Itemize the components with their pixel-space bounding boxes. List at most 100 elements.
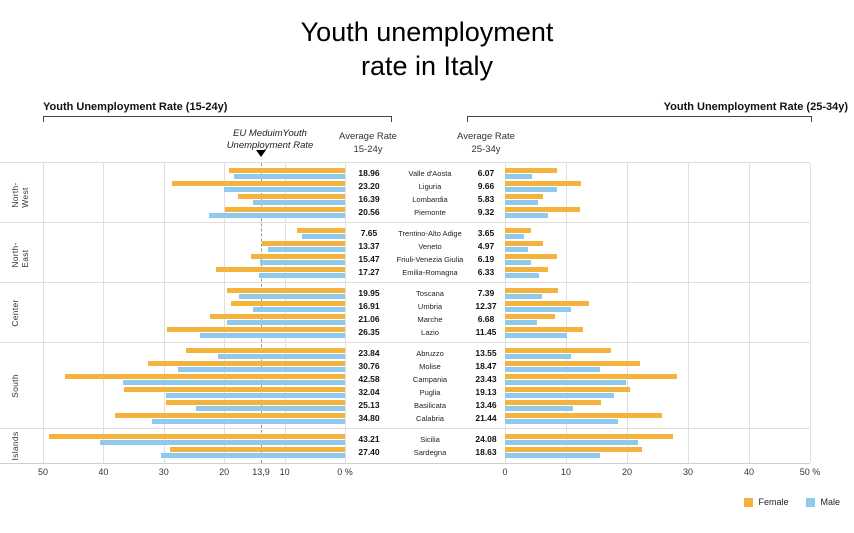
gridline [810, 163, 811, 463]
bar-male-15-24y [178, 366, 345, 372]
axis-tick-label: 50 % [799, 467, 821, 477]
plot-cell-15-24 [43, 433, 345, 446]
region-label: Piemonte [414, 207, 446, 217]
region-label: Basilicata [413, 400, 447, 410]
gridline [505, 163, 506, 463]
row-spacer [0, 326, 43, 339]
region-row: 30.76 Molise 18.47 [0, 360, 810, 373]
axis-tick-label: 30 [682, 467, 693, 477]
plot-cell-25-34 [505, 433, 810, 446]
region-row: 16.91 Umbria 12.37 [0, 300, 810, 313]
gridline [163, 163, 165, 463]
bar-female-25-34y [505, 326, 584, 332]
plot-cell-15-24 [43, 386, 345, 399]
axis-tick-label: 20 [219, 467, 230, 477]
bar-male-25-34y [505, 366, 600, 372]
gridlines-layer [0, 163, 811, 463]
bar-female-25-34y [505, 240, 543, 246]
chart-title: Youth unemployment rate in Italy [0, 16, 854, 84]
gridline [103, 163, 105, 463]
plot-cell-25-34 [505, 360, 810, 373]
avg-15-24-value: 26.35 [358, 326, 380, 337]
plot-cell-15-24 [43, 287, 345, 300]
panel-bracket-right [467, 116, 812, 122]
bar-male-15-24y [100, 439, 345, 445]
eu-average-line [261, 163, 263, 463]
gridline [284, 163, 286, 463]
avg-15-24-value: 32.04 [358, 386, 380, 397]
row-spacer [0, 433, 43, 446]
bar-male-15-24y [151, 418, 345, 424]
plot-cell-25-34 [505, 347, 810, 360]
bar-female-15-24y [225, 206, 345, 212]
plot-cell-25-34 [505, 373, 810, 386]
region-label: Lazio [421, 327, 439, 337]
bar-female-25-34y [505, 227, 531, 233]
avg-25-34-value: 6.68 [477, 313, 495, 324]
bar-female-15-24y [185, 347, 345, 353]
bar-female-15-24y [148, 360, 345, 366]
avg-25-34-value: 18.47 [475, 360, 497, 371]
avg-15-24-value: 23.20 [358, 180, 380, 191]
bar-male-15-24y [224, 186, 345, 192]
male-swatch-icon [806, 497, 816, 507]
bar-male-25-34y [505, 332, 567, 338]
axis-tick-label: 20 [621, 467, 632, 477]
chart-title-line2: rate in Italy [360, 50, 494, 81]
avg-15-24-value: 13.37 [358, 240, 380, 251]
bar-male-15-24y [239, 293, 345, 299]
bar-male-25-34y [505, 452, 600, 458]
region-row: 16.39 Lombardia 5.83 [0, 193, 810, 206]
plot-cell-25-34 [505, 240, 810, 253]
plot-cell-25-34 [505, 180, 810, 193]
gridline [345, 163, 346, 463]
avg-15-24-value: 30.76 [358, 360, 380, 371]
bar-female-15-24y [250, 253, 345, 259]
bar-female-25-34y [505, 253, 557, 259]
region-row: 18.96 Valle d'Aosta 6.07 [0, 167, 810, 180]
avg-25-34-value: 13.55 [475, 347, 497, 358]
bar-male-15-24y [226, 319, 345, 325]
bar-male-15-24y [252, 199, 345, 205]
bar-female-25-34y [505, 360, 641, 366]
bar-male-25-34y [505, 418, 618, 424]
avg-header-15-line1: Average Rate [339, 131, 397, 142]
bar-male-25-34y [505, 186, 557, 192]
region-row: 43.21 Sicilia 24.08 [0, 433, 810, 446]
region-label: Valle d'Aosta [408, 168, 452, 178]
avg-15-24-value: 19.95 [358, 287, 380, 298]
bar-male-15-24y [260, 259, 345, 265]
bar-male-15-24y [259, 272, 345, 278]
axis-tick-label: 40 [98, 467, 109, 477]
legend-label-female: Female [758, 497, 789, 507]
legend-item-male[interactable]: Male [806, 497, 840, 507]
bar-male-15-24y [160, 452, 345, 458]
row-spacer [0, 300, 43, 313]
bar-female-25-34y [505, 266, 548, 272]
group-label: Center [10, 298, 20, 327]
plot-cell-15-24 [43, 193, 345, 206]
region-row: 42.58 Campania 23.43 [0, 373, 810, 386]
region-label: Umbria [417, 301, 443, 311]
avg-25-34-value: 11.45 [475, 326, 497, 337]
bar-female-15-24y [261, 240, 345, 246]
plot-cell-15-24 [43, 347, 345, 360]
bar-female-25-34y [505, 287, 559, 293]
bar-female-25-34y [505, 206, 581, 212]
plot-cell-25-34 [505, 446, 810, 459]
avg-25-34-value: 21.44 [475, 412, 497, 423]
chart-area: North-West 18.96 Valle d'Aosta 6.07 23.20 Lig… [0, 162, 820, 477]
bar-female-15-24y [296, 227, 345, 233]
axis-tick-label: 40 [743, 467, 754, 477]
axis-tick-label: 0 % [337, 467, 353, 477]
axis-tick-label: 13,9 [252, 467, 270, 477]
avg-15-24-value: 15.47 [358, 253, 380, 264]
bar-male-25-34y [505, 392, 614, 398]
region-label: Sicilia [420, 434, 440, 444]
region-row: 15.47 Friuli-Venezia Giulia 6.19 [0, 253, 810, 266]
plot-cell-25-34 [505, 399, 810, 412]
region-label: Abruzzo [416, 348, 444, 358]
bar-male-25-34y [505, 439, 638, 445]
avg-column-header-25-34: Average Rate 25-34y [436, 131, 536, 157]
legend-item-female[interactable]: Female [744, 497, 788, 507]
